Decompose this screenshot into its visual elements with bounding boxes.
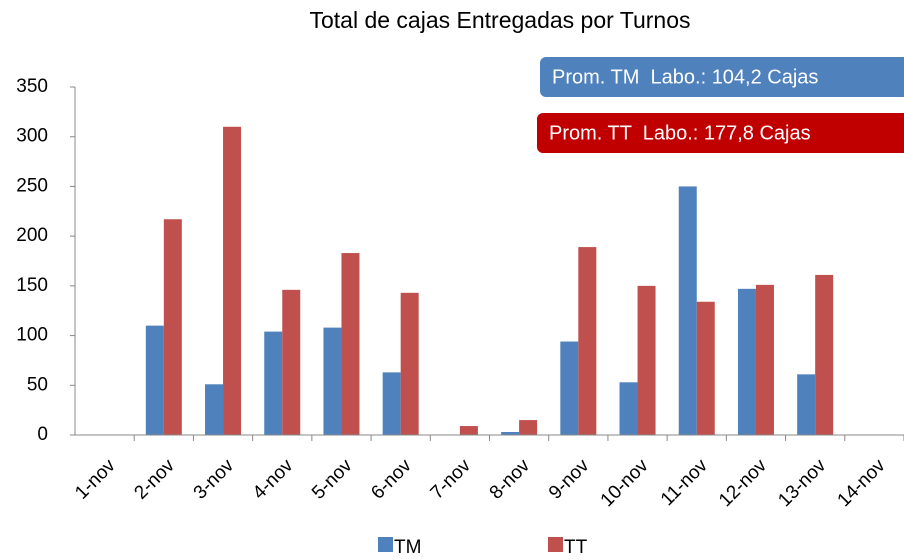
legend-label: TT	[564, 537, 588, 558]
legend-swatch	[378, 537, 393, 552]
bar	[323, 327, 342, 435]
y-tick-label: 50	[27, 374, 48, 395]
bar	[797, 374, 816, 435]
x-tick-label: 1-nov	[71, 455, 120, 504]
x-tick-label: 11-nov	[657, 455, 712, 510]
bar	[815, 274, 834, 435]
bar	[560, 341, 579, 435]
bar	[696, 301, 715, 435]
bar	[519, 420, 538, 435]
bar	[163, 219, 182, 435]
annotation: Prom. TT Labo.: 177,8 Cajas	[549, 122, 811, 144]
y-tick-label: 250	[16, 175, 48, 196]
bar	[341, 253, 360, 435]
bar	[145, 325, 164, 435]
bar	[400, 292, 419, 435]
bar	[205, 384, 224, 435]
x-tick-label: 14-nov	[834, 455, 890, 511]
bar	[755, 284, 774, 435]
x-tick-label: 9-nov	[545, 455, 594, 504]
y-tick-label: 0	[37, 424, 48, 445]
y-tick-label: 150	[16, 275, 48, 296]
x-tick-label: 5-nov	[308, 455, 357, 504]
y-tick-label: 300	[16, 126, 48, 147]
x-tick-label: 12-nov	[715, 455, 771, 511]
bar	[678, 186, 697, 435]
chart-title: Total de cajas Entregadas por Turnos	[309, 7, 690, 33]
bar	[282, 289, 301, 435]
x-tick-label: 10-nov	[597, 455, 653, 511]
bar	[459, 426, 478, 435]
x-tick-label: 4-nov	[249, 455, 298, 504]
bar	[619, 382, 638, 435]
legend-swatch	[548, 537, 563, 552]
x-tick-label: 7-nov	[427, 455, 476, 504]
legend-label: TM	[394, 537, 421, 558]
x-tick-label: 2-nov	[130, 455, 179, 504]
bar	[737, 288, 756, 435]
bar	[223, 126, 242, 436]
y-tick-label: 100	[16, 325, 48, 346]
annotation: Prom. TM Labo.: 104,2 Cajas	[552, 66, 818, 88]
bar	[382, 372, 401, 435]
x-tick-label: 6-nov	[367, 455, 416, 504]
x-tick-label: 8-nov	[486, 455, 535, 504]
x-tick-label: 13-nov	[774, 455, 830, 511]
bar	[578, 247, 597, 435]
bar	[501, 432, 520, 435]
annotation-box	[537, 113, 904, 153]
y-tick-label: 350	[16, 76, 48, 97]
bar	[637, 285, 656, 435]
x-tick-label: 3-nov	[190, 455, 239, 504]
bar	[264, 331, 283, 435]
annotation-box	[540, 57, 904, 97]
y-tick-label: 200	[16, 225, 48, 246]
